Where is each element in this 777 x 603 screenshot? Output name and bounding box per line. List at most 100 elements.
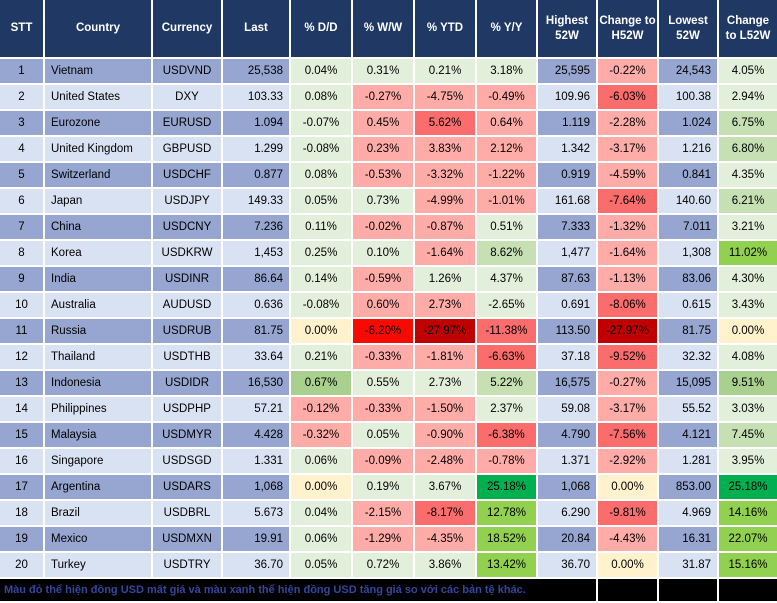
pct-yy-cell: 0.64% — [476, 110, 538, 137]
currency-cell: USDKRW — [152, 240, 223, 267]
highest-52w-cell: 25,595 — [537, 58, 598, 85]
col-header-pct-ww: % W/W — [352, 0, 415, 59]
table-row: 14 Philippines USDPHP 57.21 -0.12% -0.33% -1.5… — [0, 396, 777, 423]
stt-cell: 13 — [0, 370, 45, 397]
lowest-52w-cell: 1.024 — [658, 110, 719, 137]
col-header-change-to-l52w: Change to L52W — [718, 0, 777, 59]
pct-ytd-cell: 5.62% — [414, 110, 477, 137]
lowest-52w-cell: 140.60 — [658, 188, 719, 215]
pct-dd-cell: 0.04% — [290, 58, 353, 85]
pct-ytd-cell: -8.17% — [414, 500, 477, 527]
change-to-h52w-cell: -7.64% — [597, 188, 659, 215]
pct-ytd-cell: 3.86% — [414, 552, 477, 579]
pct-dd-cell: -0.32% — [290, 422, 353, 449]
last-price-cell: 1.331 — [222, 448, 291, 475]
table-row: 16 Singapore USDSGD 1.331 0.06% -0.09% -2.48% -… — [0, 448, 777, 475]
lowest-52w-cell: 1.216 — [658, 136, 719, 163]
last-price-cell: 103.33 — [222, 84, 291, 111]
pct-ytd-cell: -1.81% — [414, 344, 477, 371]
country-cell: United Kingdom — [44, 136, 153, 163]
pct-yy-cell: -6.38% — [476, 422, 538, 449]
pct-ww-cell: -0.33% — [352, 396, 415, 423]
stt-cell: 17 — [0, 474, 45, 501]
col-header-country: Country — [44, 0, 153, 59]
currency-cell: GBPUSD — [152, 136, 223, 163]
table-row: 10 Australia AUDUSD 0.636 -0.08% 0.60% 2.73% -2… — [0, 292, 777, 319]
change-to-l52w-cell: 4.30% — [718, 266, 777, 293]
pct-yy-cell: 5.22% — [476, 370, 538, 397]
table-row: 6 Japan USDJPY 149.33 0.05% 0.73% -4.99% -1.01%… — [0, 188, 777, 215]
highest-52w-cell: 113.50 — [537, 318, 598, 345]
lowest-52w-cell: 100.38 — [658, 84, 719, 111]
table-row: 20 Turkey USDTRY 36.70 0.05% 0.72% 3.86% 13.42%… — [0, 552, 777, 579]
highest-52w-cell: 1,477 — [537, 240, 598, 267]
pct-dd-cell: 0.21% — [290, 344, 353, 371]
change-to-l52w-cell: 7.45% — [718, 422, 777, 449]
pct-ytd-cell: -1.64% — [414, 240, 477, 267]
stt-cell: 12 — [0, 344, 45, 371]
currency-cell: USDBRL — [152, 500, 223, 527]
change-to-h52w-cell: -8.06% — [597, 292, 659, 319]
change-to-h52w-cell: -2.28% — [597, 110, 659, 137]
last-price-cell: 81.75 — [222, 318, 291, 345]
currency-cell: USDPHP — [152, 396, 223, 423]
last-price-cell: 0.636 — [222, 292, 291, 319]
table-row: 7 China USDCNY 7.236 0.11% -0.02% -0.87% 0.51% 7… — [0, 214, 777, 241]
highest-52w-cell: 37.18 — [537, 344, 598, 371]
pct-yy-cell: 25.18% — [476, 474, 538, 501]
pct-ytd-cell: 3.83% — [414, 136, 477, 163]
currency-cell: USDIDR — [152, 370, 223, 397]
pct-dd-cell: 0.05% — [290, 188, 353, 215]
last-price-cell: 1.299 — [222, 136, 291, 163]
change-to-h52w-cell: -4.43% — [597, 526, 659, 553]
pct-dd-cell: 0.00% — [290, 318, 353, 345]
currency-cell: EURUSD — [152, 110, 223, 137]
table-row: 1 Vietnam USDVND 25,538 0.04% 0.31% 0.21% 3.18%… — [0, 58, 777, 85]
lowest-52w-cell: 32.32 — [658, 344, 719, 371]
table-row: 2 United States DXY 103.33 0.08% -0.27% -4.75%… — [0, 84, 777, 111]
highest-52w-cell: 1,068 — [537, 474, 598, 501]
col-header-pct-ytd: % YTD — [414, 0, 477, 59]
stt-cell: 18 — [0, 500, 45, 527]
pct-dd-cell: 0.08% — [290, 84, 353, 111]
country-cell: Korea — [44, 240, 153, 267]
footer-spacer-cell — [658, 578, 719, 603]
currency-cell: USDCNY — [152, 214, 223, 241]
highest-52w-cell: 16,575 — [537, 370, 598, 397]
pct-dd-cell: 0.08% — [290, 162, 353, 189]
highest-52w-cell: 59.08 — [537, 396, 598, 423]
change-to-l52w-cell: 4.08% — [718, 344, 777, 371]
table-row: 18 Brazil USDBRL 5.673 0.04% -2.15% -8.17% 12.7… — [0, 500, 777, 527]
pct-ytd-cell: 2.73% — [414, 370, 477, 397]
col-header-currency: Currency — [152, 0, 223, 59]
lowest-52w-cell: 0.615 — [658, 292, 719, 319]
col-header-pct-dd: % D/D — [290, 0, 353, 59]
last-price-cell: 16,530 — [222, 370, 291, 397]
pct-ytd-cell: 0.21% — [414, 58, 477, 85]
country-cell: Thailand — [44, 344, 153, 371]
stt-cell: 8 — [0, 240, 45, 267]
pct-dd-cell: 0.06% — [290, 526, 353, 553]
country-cell: Japan — [44, 188, 153, 215]
col-header-change-to-h52w: Change to H52W — [597, 0, 659, 59]
change-to-l52w-cell: 3.21% — [718, 214, 777, 241]
last-price-cell: 5.673 — [222, 500, 291, 527]
pct-yy-cell: 2.12% — [476, 136, 538, 163]
currency-cell: USDCHF — [152, 162, 223, 189]
change-to-h52w-cell: -3.17% — [597, 396, 659, 423]
pct-ww-cell: 0.05% — [352, 422, 415, 449]
lowest-52w-cell: 83.06 — [658, 266, 719, 293]
last-price-cell: 19.91 — [222, 526, 291, 553]
change-to-l52w-cell: 15.16% — [718, 552, 777, 579]
footer-spacer-cell — [597, 578, 659, 603]
change-to-h52w-cell: 0.00% — [597, 552, 659, 579]
last-price-cell: 0.877 — [222, 162, 291, 189]
pct-yy-cell: 8.62% — [476, 240, 538, 267]
pct-dd-cell: -0.07% — [290, 110, 353, 137]
table-row: 9 India USDINR 86.64 0.14% -0.59% 1.26% 4.37% 87… — [0, 266, 777, 293]
pct-ww-cell: 0.73% — [352, 188, 415, 215]
pct-yy-cell: -0.78% — [476, 448, 538, 475]
col-header-lowest-52w: Lowest 52W — [658, 0, 719, 59]
currency-cell: USDINR — [152, 266, 223, 293]
